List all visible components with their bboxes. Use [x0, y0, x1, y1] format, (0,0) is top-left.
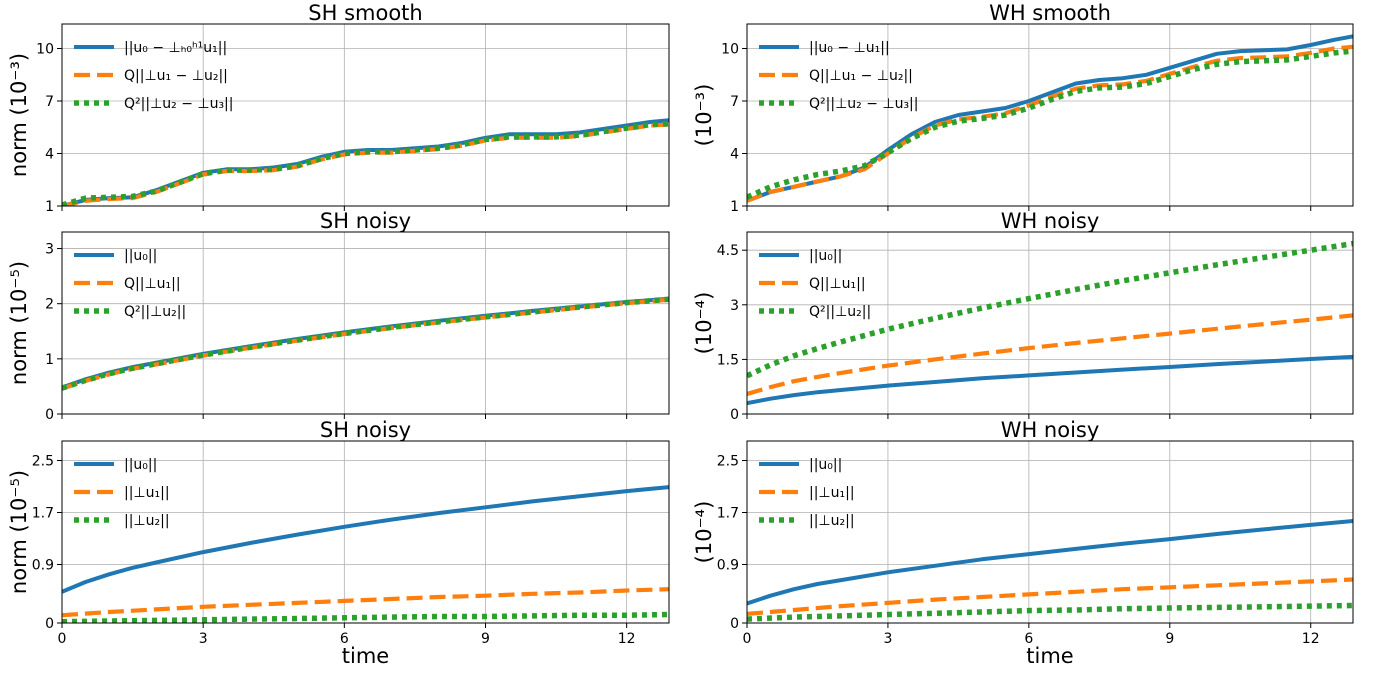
legend-label: ||⊥u₁||: [809, 485, 855, 501]
x-tick-label: 9: [1165, 631, 1174, 647]
x-tick-label: 3: [883, 631, 892, 647]
chart-title: SH smooth: [308, 1, 422, 25]
legend: ||u₀|| ||⊥u₁|| ||⊥u₂||: [759, 457, 855, 529]
chart-title: SH noisy: [320, 209, 411, 233]
series-line-dotted: [62, 296, 669, 391]
x-tick-label: 12: [1302, 631, 1320, 647]
x-tick-label: 0: [743, 631, 752, 647]
y-tick-label: 0: [730, 407, 739, 423]
chart-panel-0: 1 4 7 10 SH smooth norm (10⁻³) ||u₀ − ⊥ₕ₀ʰ¹u₁|…: [7, 1, 670, 215]
y-tick-label: 7: [45, 94, 54, 110]
y-tick-label: 2.5: [717, 454, 739, 470]
y-tick-label: 4: [730, 147, 739, 163]
y-tick-label: 1.7: [32, 506, 54, 522]
plot-frame: [746, 23, 1354, 207]
y-axis-label: (10⁻⁴): [692, 501, 716, 564]
y-tick-label: 1.7: [717, 506, 739, 522]
y-tick-label: 0: [45, 616, 54, 632]
plot-frame: [61, 440, 670, 624]
legend-label: Q²||⊥u₂ − ⊥u₃||: [124, 96, 234, 112]
plot-frame: [746, 231, 1354, 415]
legend-label: ||u₀||: [809, 457, 842, 473]
series-line-solid: [747, 519, 1353, 606]
legend: ||u₀ − ⊥ₕ₀ʰ¹u₁|| Q||⊥u₁ − ⊥u₂|| Q²||⊥u₂ − …: [74, 40, 234, 112]
y-tick-label: 0: [45, 407, 54, 423]
legend-label: Q||⊥u₁||: [124, 276, 181, 292]
y-tick-label: 3: [730, 298, 739, 314]
series-line-dotted: [62, 121, 669, 206]
x-tick-label: 6: [1024, 631, 1033, 647]
series-line-dotted: [747, 240, 1353, 379]
y-tick-label: 2.5: [32, 454, 54, 470]
y-tick-label: 4.5: [717, 243, 739, 259]
y-tick-label: 7: [730, 94, 739, 110]
series-line-dashed: [747, 577, 1353, 616]
legend-label: Q||⊥u₁ − ⊥u₂||: [809, 68, 913, 84]
legend-label: Q||⊥u₁ − ⊥u₂||: [124, 68, 228, 84]
x-axis-label: time: [342, 644, 389, 668]
legend-label: ||⊥u₁||: [124, 485, 170, 501]
y-tick-label: 0.9: [717, 558, 739, 574]
legend-label: Q²||⊥u₂||: [124, 304, 186, 320]
y-tick-label: 4: [45, 147, 54, 163]
legend-label: ||⊥u₂||: [809, 513, 855, 529]
series-line-dashed: [747, 313, 1353, 397]
legend: ||u₀|| Q||⊥u₁|| Q²||⊥u₂||: [74, 248, 186, 320]
chart-title: WH noisy: [1001, 418, 1100, 442]
legend-label: Q²||⊥u₂||: [809, 304, 871, 320]
y-axis-label: (10⁻⁴): [692, 292, 716, 355]
plot-frame: [61, 23, 670, 207]
y-axis-label: norm (10⁻⁵): [7, 261, 31, 385]
legend: ||u₀|| Q||⊥u₁|| Q²||⊥u₂||: [759, 248, 871, 320]
legend: ||u₀ − ⊥u₁|| Q||⊥u₁ − ⊥u₂|| Q²||⊥u₂ − ⊥u₃|…: [759, 40, 919, 112]
legend-label: ||⊥u₂||: [124, 513, 170, 529]
y-tick-label: 3: [45, 242, 54, 258]
series-line-solid: [747, 354, 1353, 406]
series-line-solid: [62, 485, 669, 594]
y-tick-label: 1: [45, 199, 54, 215]
x-tick-label: 3: [199, 631, 208, 647]
legend-label: ||u₀ − ⊥u₁||: [809, 40, 890, 56]
y-tick-label: 0.9: [32, 558, 54, 574]
y-tick-label: 1: [45, 352, 54, 368]
x-tick-label: 12: [618, 631, 636, 647]
chart-title: WH smooth: [989, 1, 1111, 25]
y-tick-label: 2: [45, 297, 54, 313]
y-tick-label: 1: [730, 199, 739, 215]
series-line-dotted: [747, 48, 1353, 200]
chart-title: SH noisy: [320, 418, 411, 442]
x-tick-label: 9: [481, 631, 490, 647]
x-tick-label: 6: [340, 631, 349, 647]
y-axis-label: (10⁻³): [692, 84, 716, 147]
legend-label: ||u₀||: [124, 248, 157, 264]
plot-frame: [61, 231, 670, 415]
chart-panel-2: 0 1 2 3 SH noisy norm (10⁻⁵) ||u₀|| Q||⊥u₁|| Q²|…: [7, 209, 670, 423]
y-tick-label: 10: [721, 42, 739, 58]
plot-frame: [746, 440, 1354, 624]
series-line-dashed: [62, 587, 669, 618]
y-tick-label: 1.5: [717, 352, 739, 368]
x-tick-label: 0: [58, 631, 67, 647]
chart-title: WH noisy: [1001, 209, 1100, 233]
legend: ||u₀|| ||⊥u₁|| ||⊥u₂||: [74, 457, 170, 529]
y-axis-label: norm (10⁻⁵): [7, 470, 31, 594]
legend-label: ||u₀||: [809, 248, 842, 264]
y-tick-label: 10: [36, 42, 54, 58]
chart-panel-5: 0 3 6 9 12 0 0.9 1.7 2.5 WH noisy (10⁻⁴) time ||u₀||…: [692, 418, 1354, 668]
y-axis-label: norm (10⁻³): [7, 53, 31, 177]
y-tick-label: 0: [730, 616, 739, 632]
legend-label: ||u₀||: [124, 457, 157, 473]
x-axis-label: time: [1026, 644, 1073, 668]
chart-panel-4: 0 3 6 9 12 0 0.9 1.7 2.5 SH noisy norm (10⁻⁵) time |…: [7, 418, 670, 668]
legend-label: Q²||⊥u₂ − ⊥u₃||: [809, 96, 919, 112]
legend-label: Q||⊥u₁||: [809, 276, 866, 292]
legend-label: ||u₀ − ⊥ₕ₀ʰ¹u₁||: [124, 40, 227, 56]
series-line-dotted: [62, 611, 669, 623]
chart-panel-3: 0 1.5 3 4.5 WH noisy (10⁻⁴) ||u₀|| Q||⊥u₁|| Q²||…: [692, 209, 1354, 423]
series-line-dotted: [747, 602, 1353, 622]
chart-panel-1: 1 4 7 10 WH smooth (10⁻³) ||u₀ − ⊥u₁|| Q||⊥u₁ −…: [692, 1, 1354, 215]
